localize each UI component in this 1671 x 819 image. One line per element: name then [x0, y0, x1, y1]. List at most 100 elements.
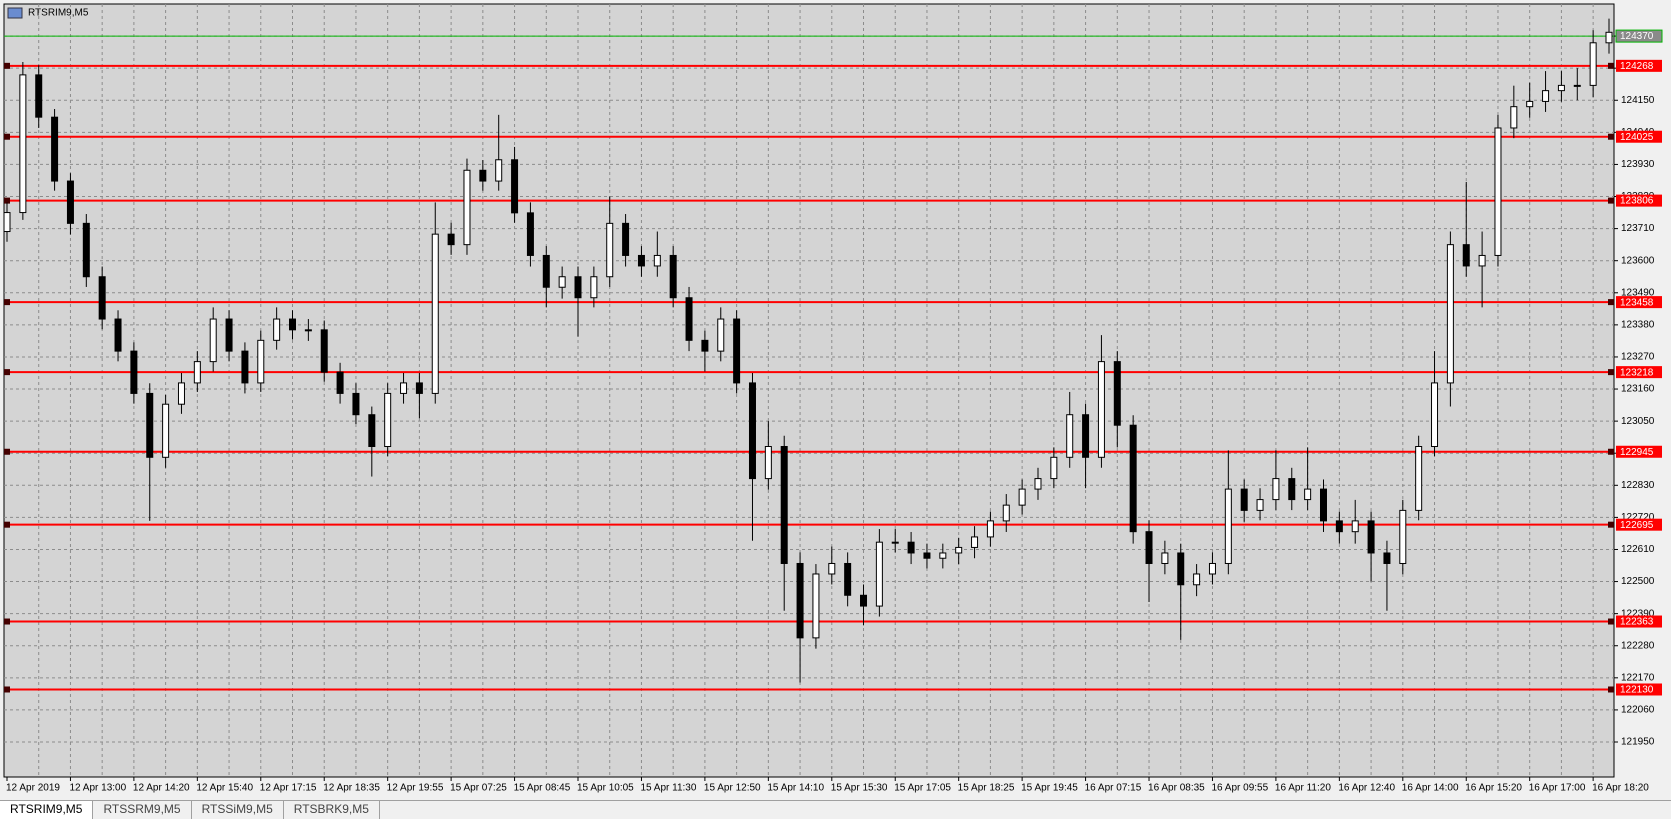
- candle-body: [415, 382, 423, 394]
- candle-body: [828, 562, 836, 575]
- candle-body: [558, 276, 566, 288]
- current-price-box: [1615, 29, 1663, 43]
- candle-body: [542, 254, 550, 288]
- candle-body: [717, 318, 725, 352]
- candle-body: [273, 318, 281, 341]
- candle-body: [1573, 84, 1581, 87]
- candle-body: [463, 169, 471, 246]
- candle-body: [1082, 414, 1090, 458]
- y-tick-label: 121950: [1621, 737, 1655, 748]
- level-anchor: [1608, 133, 1614, 140]
- candle-body: [780, 446, 788, 564]
- y-tick-label: 123050: [1621, 416, 1655, 427]
- x-tick-label: 12 Apr 2019: [6, 783, 60, 794]
- candle-body: [384, 392, 392, 448]
- candle-body: [653, 254, 661, 267]
- level-label-box: [1616, 615, 1662, 628]
- candle-body: [51, 116, 59, 182]
- x-tick-label: 15 Apr 07:25: [450, 783, 507, 794]
- candle-body: [574, 276, 582, 299]
- level-label: 123806: [1620, 196, 1654, 207]
- candle-body: [1288, 478, 1296, 501]
- level-label: 122945: [1620, 447, 1654, 458]
- candle-body: [606, 222, 614, 278]
- candle-body: [1018, 488, 1026, 506]
- x-tick-label: 16 Apr 08:35: [1148, 783, 1205, 794]
- candle-body: [1542, 90, 1550, 102]
- candle-body: [98, 276, 106, 320]
- y-tick-label: 122500: [1621, 576, 1655, 587]
- candle-body: [860, 594, 868, 607]
- tab[interactable]: RTSSRM9,M5: [93, 801, 192, 819]
- level-label: 122695: [1620, 520, 1654, 531]
- level-anchor: [4, 448, 10, 455]
- x-tick-label: 16 Apr 15:20: [1465, 783, 1522, 794]
- candle-body: [875, 541, 883, 607]
- y-tick-label: 122830: [1621, 480, 1655, 491]
- candle-body: [1002, 504, 1010, 522]
- y-tick-label: 123600: [1621, 255, 1655, 266]
- tab[interactable]: RTSBRK9,M5: [284, 801, 380, 819]
- level-anchor: [1608, 62, 1614, 69]
- candle-body: [336, 371, 344, 394]
- candle-body: [907, 541, 915, 554]
- level-anchor: [4, 618, 10, 625]
- candle-body: [637, 254, 645, 267]
- candle-body: [1510, 106, 1518, 129]
- x-tick-label: 16 Apr 07:15: [1085, 783, 1142, 794]
- candle-body: [1129, 424, 1137, 533]
- level-anchor: [4, 299, 10, 306]
- candle-body: [1272, 478, 1280, 501]
- level-label: 124025: [1620, 132, 1654, 143]
- candle-body: [748, 382, 756, 480]
- x-tick-label: 15 Apr 11:30: [640, 783, 696, 794]
- candle-body: [1367, 520, 1375, 554]
- chart: 121950 122060 122170 122280 122390 122500 1226…: [3, 3, 1663, 794]
- plot-area: [3, 3, 1615, 778]
- candle-body: [1066, 414, 1074, 458]
- level-label: 123218: [1620, 367, 1654, 378]
- tab[interactable]: RTSSiM9,M5: [192, 801, 284, 819]
- x-tick-label: 15 Apr 15:30: [831, 783, 888, 794]
- candle-body: [590, 276, 598, 299]
- level-anchor: [4, 521, 10, 528]
- candle-body: [764, 446, 772, 480]
- candle-body: [257, 339, 265, 384]
- candle-body: [82, 222, 90, 278]
- candle-body: [1145, 531, 1153, 564]
- candle-body: [1446, 244, 1454, 384]
- x-tick-label: 12 Apr 19:55: [387, 783, 444, 794]
- tab[interactable]: RTSRIM9,M5: [0, 801, 94, 819]
- y-tick-label: 122170: [1621, 672, 1655, 683]
- chart-icon: [7, 7, 23, 19]
- x-tick-label: 15 Apr 17:05: [894, 783, 951, 794]
- level-label-box: [1616, 366, 1662, 379]
- candle-body: [986, 520, 994, 538]
- x-tick-label: 12 Apr 13:00: [69, 783, 126, 794]
- level-label-box: [1616, 194, 1662, 207]
- candle-body: [241, 350, 249, 384]
- candle-body: [304, 329, 312, 332]
- level-label: 124268: [1620, 61, 1654, 72]
- candle-body: [669, 254, 677, 299]
- candle-body: [701, 339, 709, 352]
- candle-body: [1161, 552, 1169, 564]
- x-tick-label: 12 Apr 17:15: [260, 783, 317, 794]
- candle-body: [1526, 100, 1534, 108]
- candle-body: [685, 297, 693, 341]
- level-label-box: [1616, 296, 1662, 309]
- x-tick-label: 16 Apr 14:00: [1402, 783, 1459, 794]
- candle-body: [1415, 446, 1423, 511]
- y-tick-label: 122060: [1621, 705, 1655, 716]
- candle-body: [1319, 488, 1327, 522]
- y-tick-label: 122390: [1621, 608, 1655, 619]
- level-label-box: [1616, 518, 1662, 531]
- candle-body: [495, 159, 503, 182]
- candle-body: [146, 392, 154, 458]
- candle-body: [1097, 361, 1105, 458]
- level-anchor: [1608, 521, 1614, 528]
- level-anchor: [1608, 197, 1614, 204]
- candle-body: [479, 169, 487, 182]
- y-tick-label: 123380: [1621, 320, 1655, 331]
- level-label: 122363: [1620, 617, 1654, 628]
